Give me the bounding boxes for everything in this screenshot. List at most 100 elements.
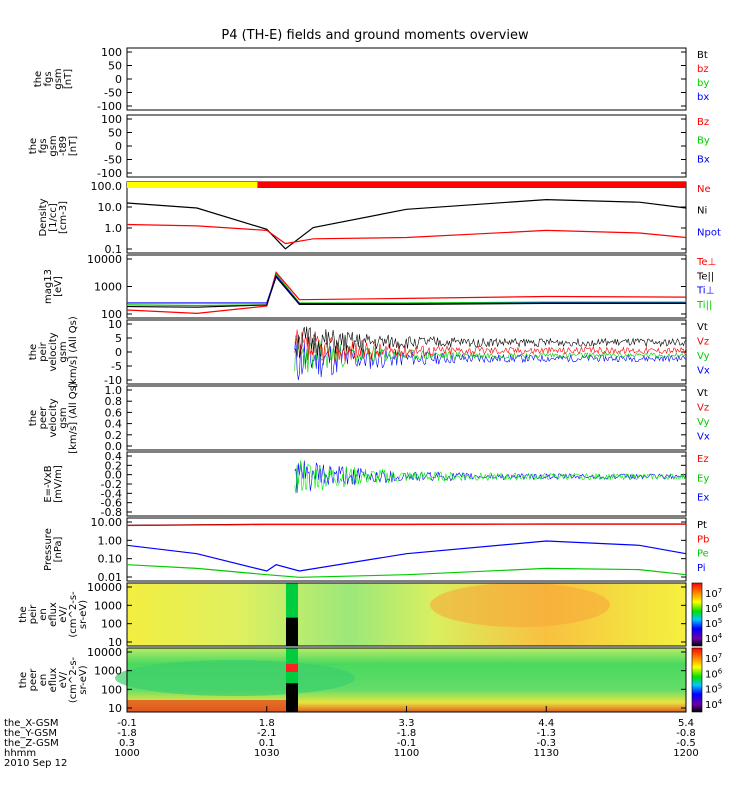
y-tick-label: 1000 [94, 281, 122, 294]
series-line [127, 274, 686, 305]
x-tick-label: 1100 [394, 748, 419, 759]
x-tick-label: -0.5 [676, 738, 696, 749]
y-axis-label: thefgsgsm[nT] [33, 68, 74, 89]
series-line [126, 272, 686, 307]
legend-item: Vt [697, 388, 708, 399]
legend-item: Ne [697, 184, 711, 195]
x-tick-label: 1030 [254, 748, 279, 759]
x-tick-label: -0.1 [397, 738, 417, 749]
x-axis-row-label: 2010 Sep 12 [4, 758, 67, 769]
efield-trace [294, 460, 687, 493]
panel-frame [126, 114, 687, 178]
legend-item: Vz [697, 403, 709, 414]
y-tick-label: 0.2 [105, 459, 123, 472]
y-tick-label: 10000 [87, 253, 122, 266]
y-tick-label: 10 [108, 318, 122, 331]
y-tick-label: -0.6 [101, 497, 122, 510]
series-line [126, 523, 686, 527]
y-tick-label: 1000 [94, 665, 122, 678]
velocity-trace [294, 329, 687, 366]
colorbar-label: 104 [705, 632, 723, 645]
legend-item: bx [697, 92, 709, 103]
y-tick-label: 0.4 [105, 418, 123, 431]
y-tick-label: -10 [104, 374, 122, 387]
y-tick-label: 1.0 [105, 384, 123, 397]
x-tick-label: -1.8 [397, 728, 417, 739]
y-axis-label: thepeervelocitygsm[km/s] (All Qs) [28, 382, 79, 454]
series-line [126, 223, 687, 245]
y-tick-label: 5 [115, 332, 122, 345]
y-tick-label: 100 [101, 46, 122, 59]
y-tick-label: 100 [101, 618, 122, 631]
x-tick-label: -0.1 [117, 718, 137, 729]
y-tick-label: 100 [101, 308, 122, 321]
x-axis-row-label: the_Z-GSM [4, 738, 59, 749]
x-tick-label: 4.4 [538, 718, 554, 729]
y-tick-label: -100 [97, 100, 122, 113]
legend-item: Ey [697, 473, 709, 484]
x-tick-label: 3.3 [399, 718, 415, 729]
y-tick-label: 50 [108, 127, 122, 140]
legend-item: Ez [697, 454, 709, 465]
y-axis-label: mag13[eV] [43, 269, 64, 304]
legend-item: By [697, 136, 710, 147]
panel-frame [126, 254, 687, 319]
legend-item: Vt [697, 322, 708, 333]
legend-item: Pt [697, 520, 707, 531]
legend-item: Te|| [696, 271, 714, 282]
panel-temp: 10000 1000 100 mag13[eV] Te⊥ Te|| Ti⊥ Ti|| [43, 253, 716, 321]
legend-item: Bt [697, 50, 708, 61]
y-tick-label: 1.0 [105, 222, 123, 235]
y-tick-label: -50 [104, 87, 122, 100]
efield-trace [294, 460, 687, 494]
x-tick-label: -1.8 [117, 728, 137, 739]
x-tick-label: 0.3 [119, 738, 135, 749]
x-tick-label: 5.4 [678, 718, 694, 729]
legend-item: Ex [697, 493, 709, 504]
y-tick-label: 0.0 [105, 469, 123, 482]
status-bar-segment [257, 182, 686, 188]
velocity-trace [294, 335, 687, 381]
y-tick-label: 10 [108, 636, 122, 649]
y-tick-label: -50 [104, 154, 122, 167]
y-axis-label: thepeirvelocitygsm[km/s] (All Qs) [28, 316, 79, 388]
y-tick-label: 0.4 [105, 450, 123, 463]
x-tick-label: 1200 [673, 748, 698, 759]
panel-density: 100.0 10.0 1.0 0.1 Density[1/cc][cm-3] Ne Ni Np… [38, 180, 721, 256]
colorbar [691, 647, 703, 713]
y-tick-label: 0.0 [105, 440, 123, 453]
series-line [126, 198, 687, 250]
legend-item: Te⊥ [696, 257, 716, 268]
y-tick-label: 0.8 [105, 395, 123, 408]
legend-item: Vx [697, 432, 710, 443]
panel-frame [126, 47, 687, 111]
colorbar-label: 107 [705, 587, 722, 600]
colorbar [691, 582, 703, 647]
x-tick-label: 1130 [534, 748, 559, 759]
y-axis-label: Pressure[nPa] [43, 528, 64, 571]
legend-item: Vz [697, 337, 709, 348]
y-tick-label: 100 [101, 683, 122, 696]
legend-item: Ni [697, 206, 707, 217]
colorbar-label: 105 [705, 683, 722, 696]
panel-frame [126, 517, 687, 582]
legend-item: Vx [697, 366, 710, 377]
y-tick-label: -100 [97, 167, 122, 180]
panel-frame [126, 451, 687, 517]
legend-item: Bx [697, 154, 710, 165]
legend-item: Pe [697, 549, 709, 560]
y-axis-label: E=-VxB[mV/m] [43, 465, 64, 503]
panel-efield: 0.40.20.0-0.2-0.4-0.6-0.8 E=-VxB[mV/m] Ez E… [43, 450, 709, 519]
x-tick-label: 1.8 [259, 718, 275, 729]
x-tick-label: 1000 [114, 748, 139, 759]
y-tick-label: 0.1 [105, 243, 123, 256]
y-tick-label: 0.6 [105, 406, 123, 419]
y-tick-label: 0 [115, 73, 122, 86]
y-tick-label: -0.4 [101, 487, 122, 500]
x-axis-row-label: hhmm [4, 748, 36, 759]
y-axis-label: thepeerenefluxeV/(cm^2-s-sr-eV) [18, 656, 89, 703]
y-tick-label: 0.10 [98, 553, 123, 566]
y-tick-label: 10000 [87, 646, 122, 659]
panel-frame [126, 582, 687, 647]
y-tick-label: -5 [111, 360, 122, 373]
